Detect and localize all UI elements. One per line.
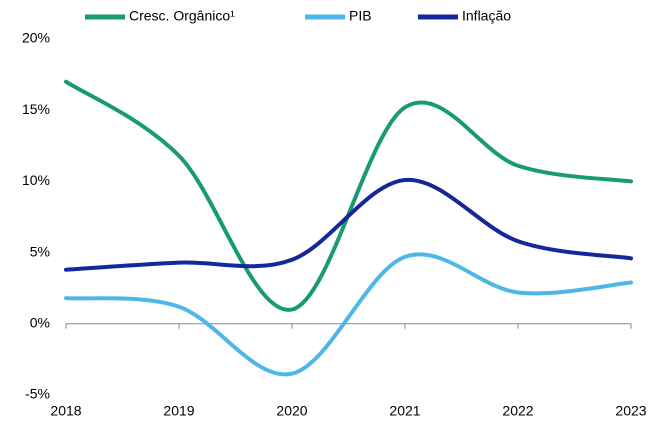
- line-series: [64, 79, 633, 312]
- y-tick-label: -5%: [25, 386, 50, 402]
- line-series: [64, 252, 633, 377]
- x-tick-label: 2021: [389, 403, 420, 419]
- x-tick-label: 2018: [50, 403, 81, 419]
- x-tick-label: 2023: [615, 403, 646, 419]
- x-tick-label: 2022: [502, 403, 533, 419]
- line-series: [64, 177, 633, 272]
- y-tick-label: 5%: [30, 243, 50, 259]
- y-tick-label: 10%: [22, 172, 50, 188]
- legend-label: PIB: [349, 8, 372, 24]
- x-tick-label: 2020: [276, 403, 307, 419]
- y-tick-label: 20%: [22, 30, 50, 46]
- y-tick-label: 15%: [22, 101, 50, 117]
- legend-label: Inflação: [462, 8, 511, 24]
- x-tick-label: 2019: [163, 403, 194, 419]
- y-tick-label: 0%: [30, 315, 50, 331]
- legend-label: Cresc. Orgânico¹: [129, 8, 235, 24]
